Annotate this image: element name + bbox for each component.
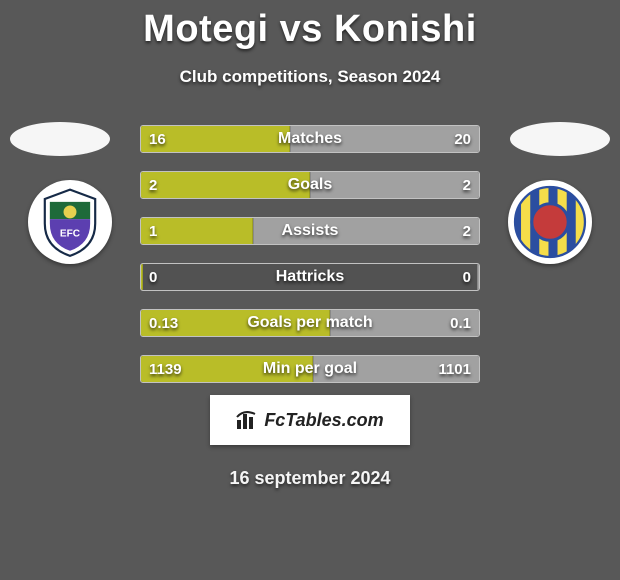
stat-row: 22Goals [140, 171, 480, 199]
decor-ellipse-left [10, 122, 110, 156]
date-wrap: 16 september 2024 [0, 452, 620, 489]
club-badge-left: EFC [28, 180, 112, 264]
roundel-icon [512, 184, 588, 260]
stat-label: Min per goal [141, 356, 479, 382]
stat-row: 12Assists [140, 217, 480, 245]
bars-icon [236, 410, 258, 430]
shield-accent [64, 205, 77, 218]
stat-label: Matches [141, 126, 479, 152]
stat-label: Assists [141, 218, 479, 244]
page-title: Motegi vs Konishi [0, 0, 620, 51]
stats-panel: 1620Matches 22Goals 12Assists 00Hattricks 0.… [140, 125, 480, 401]
stat-row: 11391101Min per goal [140, 355, 480, 383]
decor-ellipse-right [510, 122, 610, 156]
subtitle: Club competitions, Season 2024 [0, 67, 620, 87]
stat-label: Goals [141, 172, 479, 198]
source-label: FcTables.com [264, 410, 383, 431]
stat-label: Hattricks [141, 264, 479, 290]
shield-icon: EFC [34, 186, 106, 258]
stat-label: Goals per match [141, 310, 479, 336]
date-label: 16 september 2024 [0, 468, 620, 489]
source-badge: FcTables.com [210, 395, 410, 445]
stat-row: 1620Matches [140, 125, 480, 153]
stat-row: 00Hattricks [140, 263, 480, 291]
club-badge-right [508, 180, 592, 264]
comparison-card: Motegi vs Konishi Club competitions, Sea… [0, 0, 620, 580]
shield-text: EFC [60, 228, 80, 239]
stat-row: 0.130.1Goals per match [140, 309, 480, 337]
